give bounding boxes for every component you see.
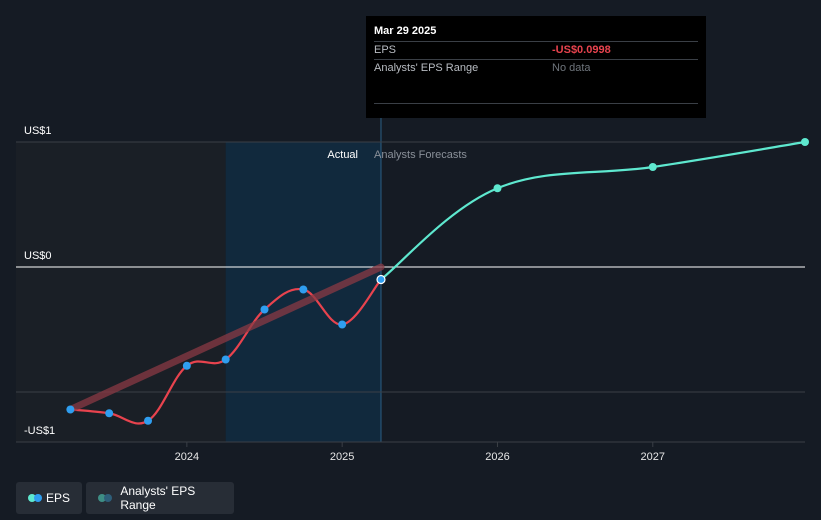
tooltip-eps-key: EPS bbox=[374, 44, 397, 56]
eps-actual-point[interactable] bbox=[338, 320, 347, 329]
eps-range-legend-icon bbox=[98, 493, 112, 503]
eps-actual-point[interactable] bbox=[144, 416, 153, 425]
eps-actual-point[interactable] bbox=[182, 361, 191, 370]
y-axis-labels: US$1 US$0 -US$1 bbox=[24, 125, 55, 437]
eps-forecast-point[interactable] bbox=[493, 184, 502, 193]
x-tick-label: 2026 bbox=[485, 451, 509, 463]
legend-range-label: Analysts' EPS Range bbox=[120, 484, 196, 512]
x-tick-label: 2024 bbox=[175, 451, 199, 463]
tooltip-date: Mar 29 2025 bbox=[374, 25, 437, 37]
past-period-shade bbox=[16, 142, 226, 442]
eps-actual-point[interactable] bbox=[221, 355, 230, 364]
actual-section-label: Actual bbox=[327, 149, 358, 161]
tooltip-range-key: Analysts' EPS Range bbox=[374, 62, 479, 74]
tooltip-row-eps: EPS -US$0.0998 bbox=[374, 41, 698, 59]
legend-item-eps-range[interactable]: Analysts' EPS Range bbox=[86, 482, 234, 514]
tooltip-range-value: No data bbox=[552, 62, 591, 74]
chart-background-layer bbox=[16, 118, 382, 442]
eps-legend-icon bbox=[28, 493, 42, 503]
y-axis-label: US$1 bbox=[24, 125, 52, 137]
x-tick-label: 2025 bbox=[330, 451, 354, 463]
section-labels: Actual Analysts Forecasts bbox=[327, 149, 467, 161]
gridlines bbox=[16, 141, 805, 443]
eps-range-band bbox=[66, 263, 385, 413]
legend-item-eps[interactable]: EPS bbox=[16, 482, 82, 514]
y-axis-label: -US$1 bbox=[24, 425, 55, 437]
tooltip-row-range: Analysts' EPS Range No data bbox=[374, 59, 698, 77]
eps-forecast-line bbox=[380, 140, 806, 281]
marker-layer bbox=[66, 138, 809, 425]
x-axis-labels: 2024 2025 2026 2027 bbox=[175, 442, 665, 463]
eps-forecast-point[interactable] bbox=[801, 138, 809, 146]
eps-current-point[interactable] bbox=[376, 274, 386, 285]
eps-forecast-point[interactable] bbox=[648, 163, 657, 171]
x-tick-label: 2027 bbox=[641, 451, 665, 463]
eps-actual-point[interactable] bbox=[105, 409, 114, 418]
y-axis-label: US$0 bbox=[24, 250, 52, 262]
tooltip-eps-value: -US$0.0998 bbox=[552, 44, 611, 56]
eps-actual-point[interactable] bbox=[299, 285, 308, 294]
eps-actual-point[interactable] bbox=[66, 405, 75, 414]
tooltip-divider bbox=[374, 103, 698, 104]
eps-actual-point[interactable] bbox=[260, 305, 269, 314]
legend-eps-label: EPS bbox=[45, 491, 70, 505]
hover-tooltip: Mar 29 2025 EPS -US$0.0998 Analysts' EPS… bbox=[366, 16, 706, 118]
forecast-section-label: Analysts Forecasts bbox=[374, 149, 467, 161]
